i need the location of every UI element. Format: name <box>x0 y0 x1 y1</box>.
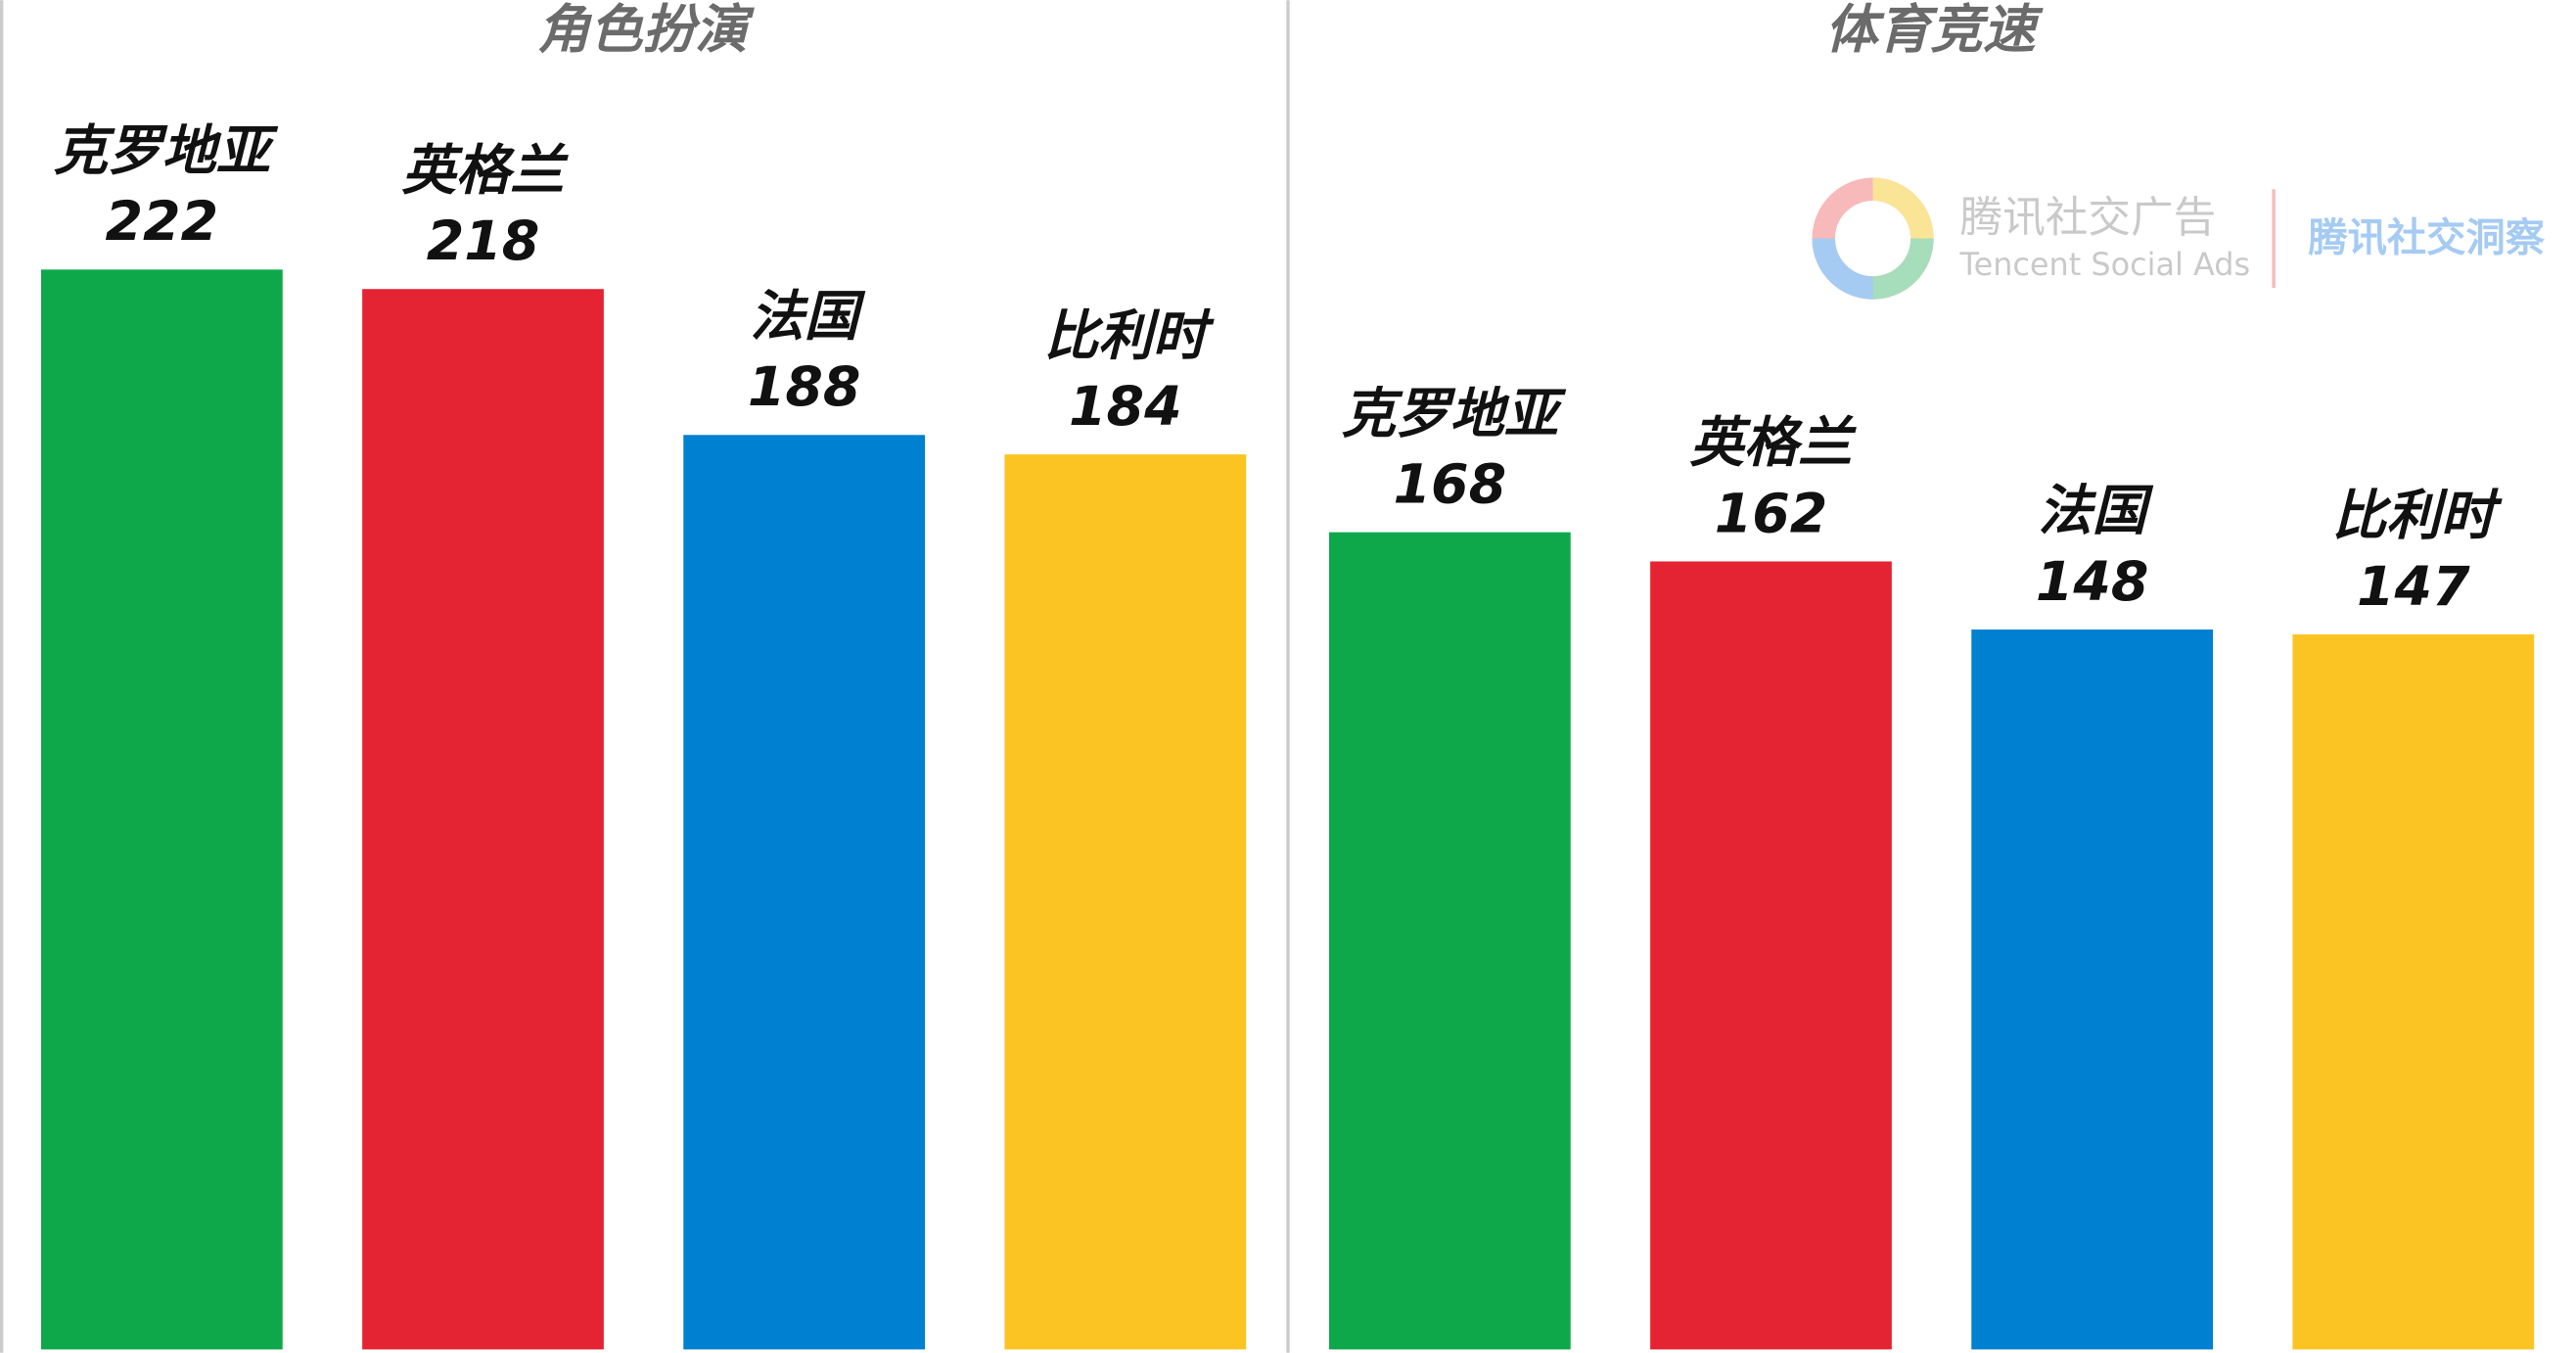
category-label: 克罗地亚 <box>1342 383 1567 445</box>
value-label: 184 <box>1069 376 1182 439</box>
value-label: 222 <box>106 191 219 254</box>
value-label: 148 <box>2036 551 2149 614</box>
bar <box>1004 454 1247 1350</box>
category-label: 比利时 <box>2332 486 2504 548</box>
bar <box>683 435 926 1350</box>
value-label: 218 <box>427 210 540 273</box>
category-label: 法国 <box>750 286 865 349</box>
category-label: 法国 <box>2038 481 2153 543</box>
brand-en: Tencent Social Ads <box>1959 246 2251 283</box>
bar <box>1650 561 1892 1350</box>
bar <box>1328 532 1571 1350</box>
logo <box>1812 177 1934 300</box>
category-label: 英格兰 <box>1689 412 1857 475</box>
value-label: 162 <box>1715 483 1828 545</box>
chart-title: 体育竞速 <box>1825 0 2044 60</box>
insight: 腾讯社交洞察 <box>2308 215 2545 260</box>
bar <box>1971 630 2214 1350</box>
logo-part <box>1871 177 1934 240</box>
bar <box>2292 633 2535 1350</box>
category-label: 比利时 <box>1044 305 1216 368</box>
chart-title: 角色扮演 <box>537 0 755 60</box>
logo-part <box>1871 238 1934 300</box>
brand: 腾讯社交广告 <box>1960 193 2217 243</box>
value-label: 168 <box>1394 453 1507 516</box>
bar <box>362 289 604 1350</box>
value-label: 188 <box>748 356 861 419</box>
watermark: 腾讯社交广告 Tencent Social Ads 腾讯社交洞察 <box>1812 177 2546 300</box>
value-label: 147 <box>2357 556 2470 619</box>
bar <box>40 269 283 1350</box>
category-label: 英格兰 <box>401 140 569 203</box>
logo-part <box>1812 238 1874 300</box>
category-label: 克罗地亚 <box>54 120 279 183</box>
